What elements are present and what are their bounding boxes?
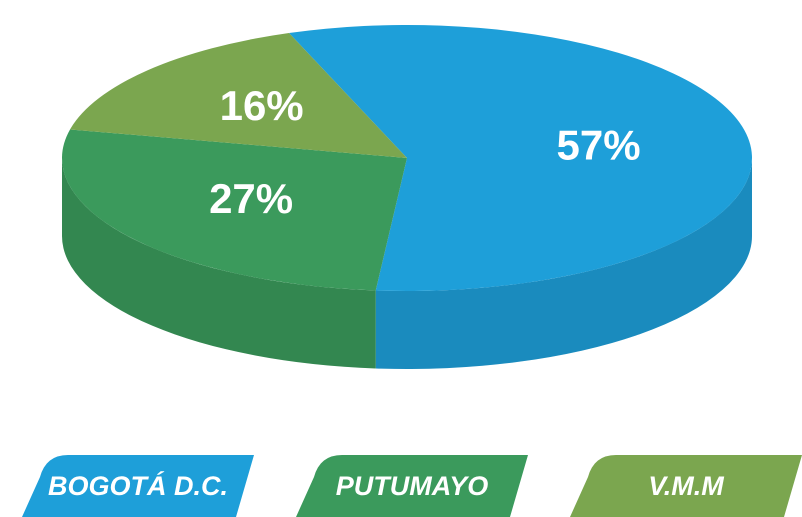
- slice-side: [375, 158, 753, 370]
- slice: [62, 129, 407, 291]
- slice-side-shade: [62, 158, 376, 369]
- value-label: 27%: [209, 175, 293, 222]
- value-label: 16%: [220, 82, 304, 129]
- legend-label: PUTUMAYO: [336, 471, 489, 501]
- legend-swatch: [22, 455, 254, 517]
- slice-side-shade: [375, 158, 753, 370]
- legend-label: BOGOTÁ D.C.: [48, 470, 228, 501]
- slice: [289, 25, 752, 291]
- slice: [70, 33, 407, 158]
- slice-side: [62, 158, 376, 369]
- legend-label: V.M.M: [648, 471, 724, 501]
- legend-swatch: [570, 455, 802, 517]
- legend-swatch: [296, 455, 528, 517]
- value-label: 57%: [557, 122, 641, 169]
